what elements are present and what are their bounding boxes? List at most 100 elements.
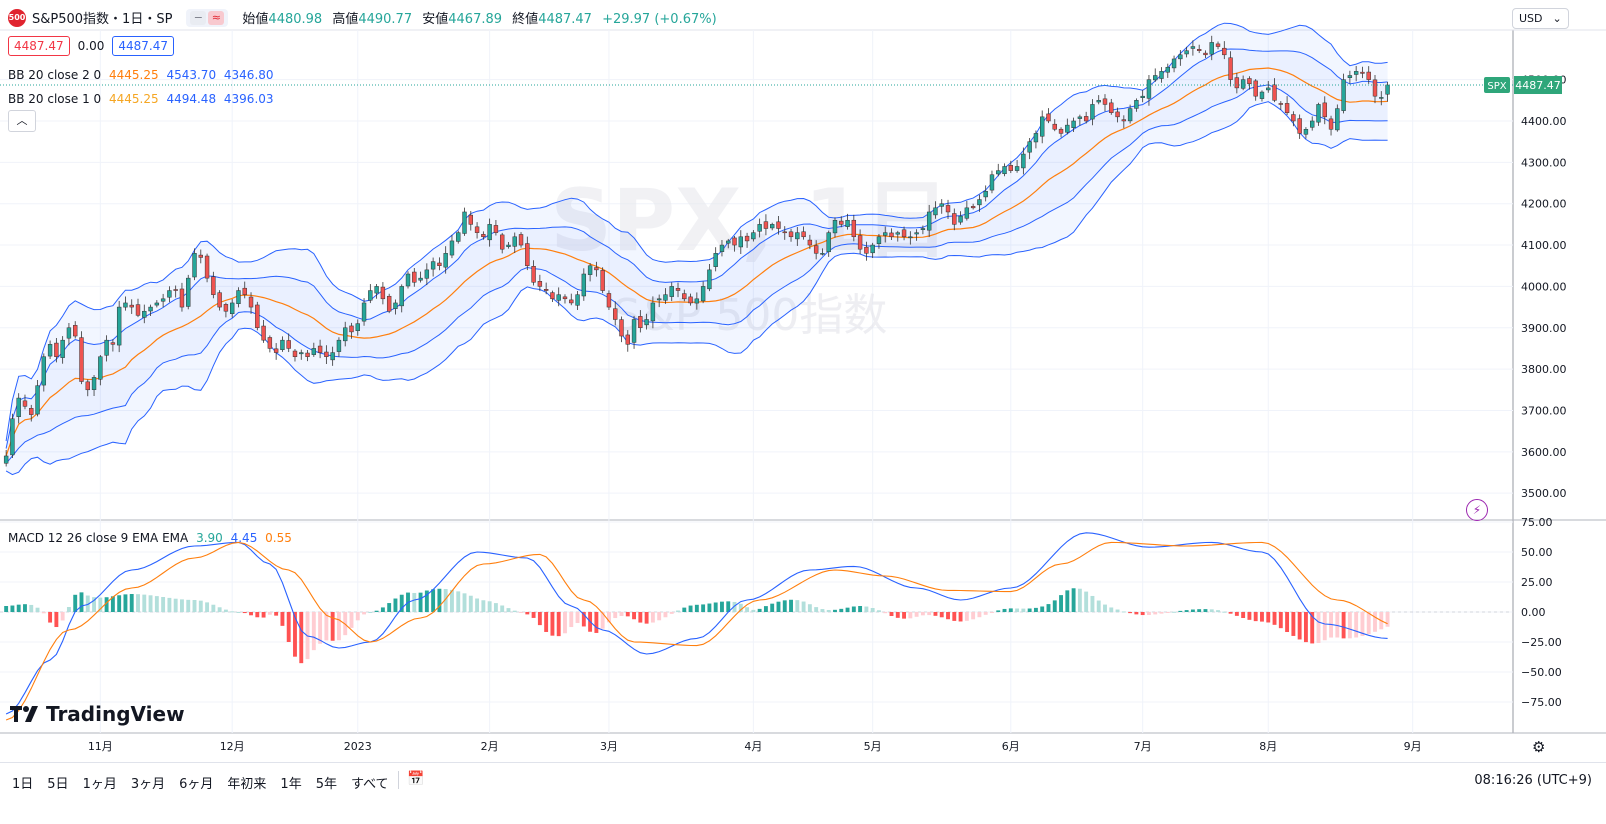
macd-histogram-bar xyxy=(1059,595,1063,612)
candle-body xyxy=(1165,66,1170,73)
compare-toggle[interactable]: − ≈ xyxy=(186,8,229,27)
macd-histogram-bar xyxy=(249,612,253,616)
time-tick-label: 3月 xyxy=(600,740,618,753)
candle-body xyxy=(10,418,15,456)
candle-body xyxy=(1297,118,1302,134)
candle-body xyxy=(933,207,938,216)
macd-legend[interactable]: MACD 12 26 close 9 EMA EMA 3.90 4.45 0.5… xyxy=(8,531,292,545)
price-tick-label: 3900.00 xyxy=(1521,322,1567,335)
macd-histogram-bar xyxy=(537,612,542,626)
macd-histogram-bar xyxy=(412,592,417,612)
candle-body xyxy=(273,348,279,353)
candle-body xyxy=(54,342,59,357)
lightning-icon[interactable]: ⚡ xyxy=(1466,499,1488,521)
candle-body xyxy=(908,236,913,239)
sell-price-box[interactable]: 4487.47 xyxy=(8,36,70,56)
macd-histogram-bar xyxy=(1347,612,1352,639)
range-5d[interactable]: 5日 xyxy=(47,777,69,792)
candle-body xyxy=(1153,75,1158,81)
candle-body xyxy=(1266,87,1271,91)
candle-body xyxy=(286,340,291,349)
candle-body xyxy=(399,286,404,307)
macd-histogram-bar xyxy=(1015,608,1020,612)
signal-line xyxy=(5,541,1388,721)
range-ytd[interactable]: 年初来 xyxy=(227,777,267,792)
candle-body xyxy=(481,234,486,238)
macd-histogram-bar xyxy=(205,602,210,612)
macd-histogram-bar xyxy=(563,612,567,634)
range-1d[interactable]: 1日 xyxy=(12,777,34,792)
macd-histogram-bar xyxy=(198,600,203,612)
macd-histogram-bar xyxy=(770,603,775,612)
last-price-tag: 4487.47 xyxy=(1515,79,1561,92)
candle-body xyxy=(719,244,725,252)
candle-body xyxy=(217,292,222,308)
ohlc-values: 始値4480.98 高値4490.77 安値4467.89 終値4487.47 … xyxy=(242,8,722,27)
macd-histogram-bar xyxy=(355,612,360,621)
candle-body xyxy=(1253,80,1258,97)
minus-icon[interactable]: − xyxy=(190,10,207,25)
macd-histogram-bar xyxy=(845,607,850,612)
candle-body xyxy=(317,345,323,353)
settings-gear-icon[interactable]: ⚙ xyxy=(1532,738,1546,756)
range-6m[interactable]: 6ヶ月 xyxy=(179,777,214,792)
macd-histogram-bar xyxy=(1272,612,1277,625)
calendar-goto-icon[interactable]: 📅 xyxy=(398,771,427,789)
clock-display[interactable]: 08:16:26 (UTC+9) xyxy=(1474,773,1592,788)
range-1y[interactable]: 1年 xyxy=(280,777,302,792)
candle-body xyxy=(1065,124,1070,133)
candle-body xyxy=(1328,118,1334,130)
symbol-header: 500 S&P500指数・1日・SP − ≈ 始値4480.98 高値4490.… xyxy=(8,8,723,27)
bb2-lower: 4346.80 xyxy=(223,68,274,82)
bb2-legend[interactable]: BB 20 close 2 0 4445.25 4543.70 4346.80 xyxy=(8,68,274,82)
macd-tick-label: 50.00 xyxy=(1521,546,1553,559)
macd-histogram-bar xyxy=(274,612,279,616)
candle-body xyxy=(211,276,216,295)
candle-body xyxy=(952,213,957,225)
range-all[interactable]: すべて xyxy=(350,777,389,792)
macd-histogram-bar xyxy=(48,612,53,623)
macd-histogram-bar xyxy=(66,607,71,612)
macd-histogram-bar xyxy=(1354,612,1359,638)
buy-price-box[interactable]: 4487.47 xyxy=(112,36,174,56)
candle-body xyxy=(437,262,442,266)
macd-histogram-bar xyxy=(883,612,888,614)
candle-body xyxy=(1272,84,1277,101)
macd-tick-label: 0.00 xyxy=(1521,606,1546,619)
candle-body xyxy=(1109,102,1114,113)
macd-histogram-bar xyxy=(368,612,373,613)
tradingview-logo[interactable]: TradingView xyxy=(10,702,185,726)
macd-histogram-bar xyxy=(644,612,649,624)
macd-histogram-bar xyxy=(782,600,787,612)
currency-selector[interactable]: USD ⌄ xyxy=(1512,8,1569,29)
macd-histogram-bar xyxy=(1021,608,1026,612)
candle-body xyxy=(1310,120,1315,128)
candle-body xyxy=(186,277,191,307)
macd-histogram-bar xyxy=(1178,610,1183,612)
range-1m[interactable]: 1ヶ月 xyxy=(82,777,117,792)
macd-histogram-bar xyxy=(895,612,900,618)
candle-body xyxy=(820,253,825,255)
candle-body xyxy=(964,207,970,219)
bb1-label: BB 20 close 1 0 xyxy=(8,92,102,106)
macd-histogram-bar xyxy=(336,612,341,641)
candle-body xyxy=(556,294,561,301)
range-3m[interactable]: 3ヶ月 xyxy=(130,777,166,792)
candle-body xyxy=(1171,58,1177,69)
range-5y[interactable]: 5年 xyxy=(315,777,337,792)
candle-body xyxy=(299,352,304,355)
candle-body xyxy=(926,211,932,231)
bb1-legend[interactable]: BB 20 close 1 0 4445.25 4494.48 4396.03 xyxy=(8,92,274,106)
candle-body xyxy=(1215,43,1221,47)
wave-icon[interactable]: ≈ xyxy=(208,10,225,25)
collapse-legend-button[interactable]: ︿ xyxy=(8,110,36,132)
candle-body xyxy=(581,273,587,297)
symbol-tag-bg xyxy=(1484,77,1510,94)
macd-histogram-bar xyxy=(996,610,1001,612)
symbol-title[interactable]: S&P500指数・1日・SP xyxy=(32,12,173,27)
macd-histogram-bar xyxy=(694,604,699,612)
macd-histogram-bar xyxy=(437,588,442,612)
macd-histogram-bar xyxy=(971,612,976,620)
